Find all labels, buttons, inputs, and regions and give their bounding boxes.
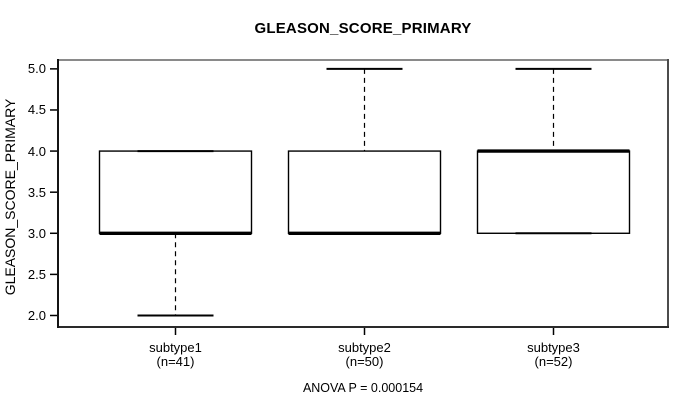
- group-name: subtype2: [338, 340, 391, 355]
- x-tick-label-subtype1: subtype1 (n=41): [106, 341, 246, 368]
- group-name: subtype3: [527, 340, 580, 355]
- y-tick-label: 4.0: [27, 143, 46, 159]
- box-subtype2: [287, 150, 442, 234]
- y-tick-label: 2.5: [27, 266, 46, 282]
- group-n-count: (n=50): [345, 354, 384, 369]
- group-n-count: (n=41): [156, 354, 195, 369]
- box-subtype3: [476, 150, 631, 234]
- group-name: subtype1: [149, 340, 202, 355]
- y-tick-label: 3.5: [27, 184, 46, 200]
- y-tick-label: 2.0: [27, 307, 46, 323]
- y-tick-label: 5.0: [27, 61, 46, 77]
- anova-annotation: ANOVA P = 0.000154: [302, 381, 424, 395]
- group-n-count: (n=52): [534, 354, 573, 369]
- y-tick-label: 4.5: [27, 102, 46, 118]
- y-tick-label: 3.0: [27, 225, 46, 241]
- chart-title: GLEASON_SCORE_PRIMARY: [254, 20, 472, 37]
- box-subtype1: [98, 150, 253, 234]
- x-tick-label-subtype3: subtype3 (n=52): [484, 341, 624, 368]
- x-tick-label-subtype2: subtype2 (n=50): [295, 341, 435, 368]
